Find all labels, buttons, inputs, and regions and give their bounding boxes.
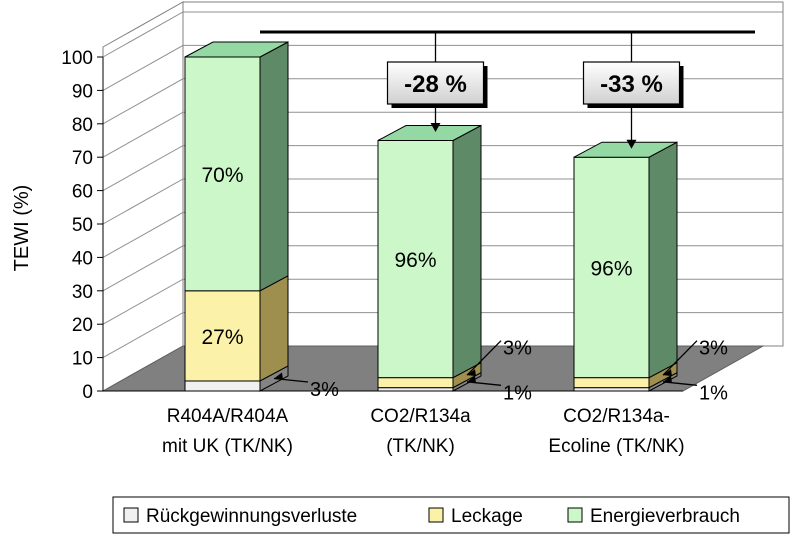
segment-label: 3% (699, 338, 728, 360)
bar-segment (184, 380, 261, 392)
bar-segment (573, 156, 650, 379)
y-tick-label: 40 (72, 248, 93, 269)
segment-label: 70% (201, 164, 243, 187)
leader-arrow (467, 369, 476, 377)
leader-line (466, 340, 502, 376)
category-label: CO2/R134a (370, 406, 471, 427)
bar-segment-side (259, 274, 289, 382)
delta-box (582, 61, 681, 105)
bar-segment (184, 56, 261, 292)
segment-label: 1% (699, 382, 728, 404)
legend-swatch (123, 507, 139, 523)
bar-top (377, 125, 482, 141)
legend-label: Energieverbrauch (590, 506, 740, 527)
gridline (102, 145, 783, 192)
leader-line (662, 340, 698, 376)
y-tick-label: 90 (72, 81, 93, 102)
labels: 0 10 20 30 40 50 60 70 80 90 100 R404A/R404A mit UK … (61, 48, 728, 457)
segment-label: 96% (394, 249, 436, 272)
segment-label: 3% (503, 338, 532, 360)
bar-segment-side (452, 124, 482, 379)
y-tick-label: 70 (72, 148, 93, 169)
y-tick-label: 60 (72, 182, 93, 203)
y-tick-label: 50 (72, 215, 93, 236)
category-label: CO2/R134a- (563, 406, 670, 427)
bars (184, 41, 678, 392)
segment-label: 27% (201, 326, 243, 349)
legend-label: Leckage (451, 506, 523, 527)
leader-arrow (467, 375, 476, 383)
y-tick-label: 100 (61, 48, 93, 69)
y-tick-label: 10 (72, 349, 93, 370)
gridline (102, 44, 783, 91)
y-tick-label: 80 (72, 115, 93, 136)
bar-top (184, 41, 289, 58)
delta-label: -28 % (404, 71, 467, 98)
legend-swatch (428, 507, 444, 523)
leader-arrow (274, 372, 283, 380)
bar-segment (377, 377, 454, 389)
category-label: R404A/R404A (167, 406, 289, 427)
category-label: mit UK (TK/NK) (162, 436, 293, 457)
y-tick-label: 30 (72, 282, 93, 303)
bar-segment (377, 387, 454, 392)
delta-arrow-head (430, 123, 441, 132)
leader-arrow (663, 375, 672, 383)
delta-arrow-head (626, 139, 637, 149)
bar-segment (377, 140, 454, 379)
segment-label: 3% (310, 379, 339, 401)
leader-arrow (663, 369, 672, 377)
segment-label: 96% (590, 257, 632, 280)
y-tick-label: 0 (82, 382, 93, 403)
legend-label: Rückgewinnungsverluste (146, 506, 357, 527)
bar-segment-side (648, 141, 678, 379)
bar-segment-side (259, 41, 289, 292)
category-label: (TK/NK) (386, 436, 455, 457)
legend-box (112, 496, 790, 534)
gridline (102, 111, 783, 158)
bar-segment (573, 377, 650, 389)
gridline (102, 11, 783, 58)
y-tick-label: 20 (72, 315, 93, 336)
bar-top (573, 141, 678, 158)
annotations: -28 % -33 % (386, 32, 684, 149)
y-axis-label: TEWI (%) (11, 185, 33, 272)
bar-segment (184, 290, 261, 382)
category-label: Ecoline (TK/NK) (548, 436, 684, 457)
side-wall (102, 1, 184, 392)
legend-swatch (567, 507, 583, 523)
legend: Rückgewinnungsverluste Leckage Energieverb… (112, 496, 790, 534)
delta-label: -33 % (600, 71, 663, 98)
segment-label: 1% (503, 382, 532, 404)
bar-segment (573, 387, 650, 392)
